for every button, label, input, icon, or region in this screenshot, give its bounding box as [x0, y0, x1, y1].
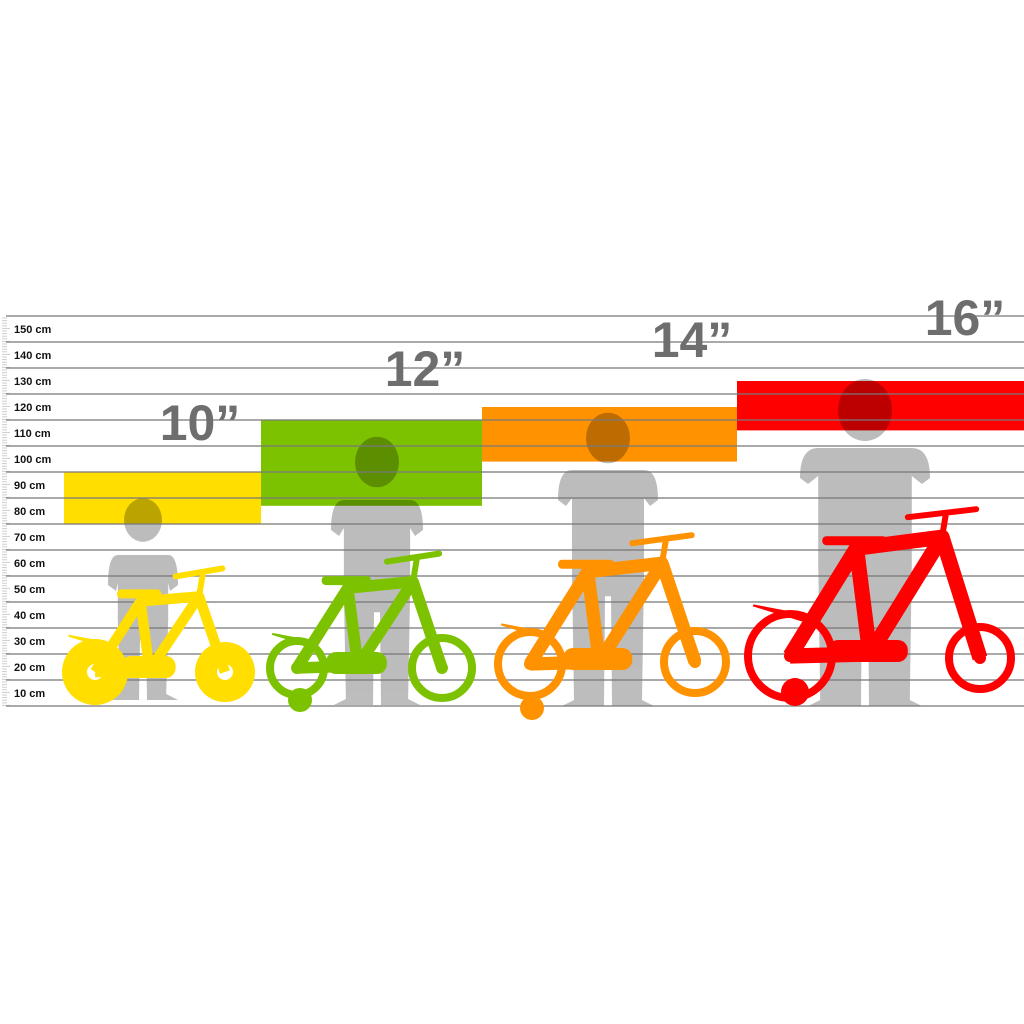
y-tick-label: 140 cm [14, 350, 52, 362]
y-tick-label: 30 cm [14, 636, 45, 648]
child-legs [808, 562, 922, 706]
ruler-ticks [2, 317, 10, 706]
y-tick-label: 50 cm [14, 584, 45, 596]
bike-chain-guard [828, 640, 908, 662]
y-tick-label: 70 cm [14, 532, 45, 544]
bike-silhouettes [62, 506, 1015, 720]
size-label: 14” [652, 312, 733, 368]
y-tick-label: 20 cm [14, 662, 45, 674]
bike-rear-fender [68, 634, 112, 650]
bike-seat [117, 589, 162, 599]
y-tick-label: 40 cm [14, 610, 45, 622]
child-torso [331, 500, 423, 593]
size-label: 10” [160, 395, 241, 451]
bike-12-silhouette [266, 550, 476, 712]
training-wheel [781, 678, 809, 706]
range-bar-14 [482, 407, 737, 462]
range-bar-12 [261, 420, 482, 506]
size-label: 16” [925, 290, 1006, 346]
bike-rear-fender [271, 632, 313, 648]
front-wheel [408, 634, 476, 702]
bike-10-silhouette [62, 565, 255, 705]
bike-rear-fender [500, 623, 549, 640]
bike-seat [558, 559, 615, 569]
bike-handlebar [172, 565, 226, 600]
bike-16-silhouette [744, 506, 1015, 706]
size-labels: 10” 12” 14” 16” [160, 290, 1006, 451]
range-bar-16 [737, 381, 1024, 431]
y-tick-label: 10 cm [14, 688, 45, 700]
bike-handlebar [904, 506, 980, 541]
training-wheel [288, 688, 312, 712]
bike-seat [822, 536, 887, 546]
y-tick-label: 130 cm [14, 376, 52, 388]
y-tick-label: 120 cm [14, 402, 52, 414]
bike-handlebar [383, 550, 443, 585]
bike-chain-guard [121, 656, 176, 678]
y-tick-label: 110 cm [14, 428, 51, 440]
y-axis-tick-labels: 150 cm 140 cm 130 cm 120 cm 110 cm 100 cm 90 c… [14, 324, 52, 700]
training-wheel [520, 696, 544, 720]
size-label: 12” [385, 341, 466, 397]
y-tick-label: 80 cm [14, 506, 45, 518]
y-tick-label: 60 cm [14, 558, 45, 570]
bike-rear-fender [752, 604, 814, 625]
bike-chain-guard [326, 652, 387, 674]
y-tick-label: 90 cm [14, 480, 45, 492]
front-wheel [660, 627, 730, 697]
child-torso [800, 448, 930, 565]
y-tick-label: 100 cm [14, 454, 52, 466]
bike-14-silhouette [494, 532, 730, 720]
front-wheel [945, 623, 1015, 693]
bike-handlebar [629, 532, 695, 567]
bike-seat [321, 576, 371, 586]
y-tick-label: 150 cm [14, 324, 52, 336]
bike-chain-guard [563, 648, 633, 670]
